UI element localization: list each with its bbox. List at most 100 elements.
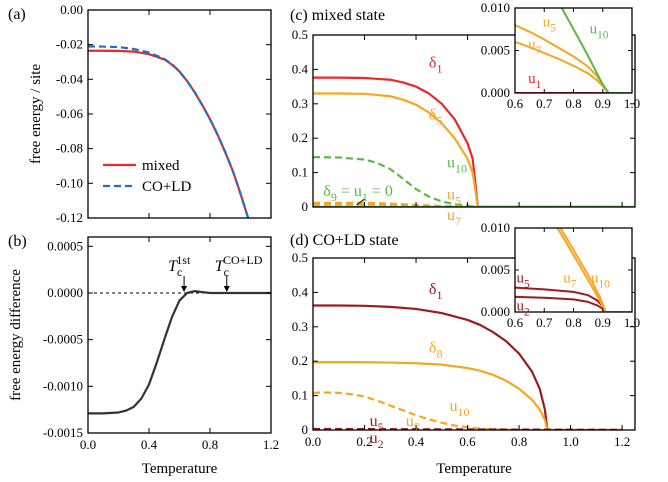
series-label-main: u bbox=[447, 207, 455, 224]
y-tick-label: 0.0000 bbox=[47, 285, 83, 300]
y-tick-label: 0.2 bbox=[292, 130, 308, 145]
inset-series-group bbox=[515, 8, 632, 93]
y-tick-label: 0.010 bbox=[481, 0, 510, 15]
zero-note-sub: 9 bbox=[331, 190, 337, 204]
series-label-sub: 2 bbox=[378, 437, 384, 451]
x-tick-label: 0.8 bbox=[202, 437, 218, 452]
series-δ1 bbox=[313, 304, 623, 430]
tc-label: Tc1st bbox=[168, 253, 191, 279]
y-tick-label: -0.12 bbox=[56, 210, 83, 225]
series-label: u5 bbox=[543, 15, 557, 35]
series-label-main: u bbox=[563, 271, 571, 287]
zero-note-text: = 0 bbox=[368, 183, 393, 200]
y-tick-label: -0.0015 bbox=[43, 425, 83, 440]
x-tick-label: 0.0 bbox=[80, 437, 96, 452]
panel-b-free-energy-difference: 0.0 0.4 0.8 1.2 0.0005 0.0000 -0.0005 -0.0010 -0… bbox=[8, 233, 279, 477]
series-label-sub: 7 bbox=[536, 45, 542, 57]
y-tick-label: 0.005 bbox=[481, 262, 510, 277]
series-label: δ1 bbox=[429, 281, 443, 302]
x-tick-label: 0.9 bbox=[595, 315, 611, 330]
panel-label: (b) bbox=[8, 233, 27, 250]
y-tick-label: 0.1 bbox=[292, 165, 308, 180]
series-label-main: u bbox=[450, 398, 458, 415]
series-label-sub: 7 bbox=[455, 214, 461, 228]
x-tick-label: 0.6 bbox=[459, 434, 476, 449]
series-label-sub: 1 bbox=[436, 288, 442, 302]
series-label: u7 bbox=[447, 207, 461, 228]
x-tick-label: 0.2 bbox=[356, 434, 372, 449]
x-tick-label: 0.6 bbox=[507, 96, 524, 111]
series-label-sub: 1 bbox=[436, 62, 442, 76]
panel-d-co-ld-state: 0.0 0.2 0.4 0.6 0.8 1.0 1.2 0 0.1 0.2 0.3 0.4 0.5(d)… bbox=[290, 220, 640, 477]
series-label: u10 bbox=[590, 22, 609, 42]
x-tick-label: 0.7 bbox=[536, 315, 553, 330]
y-tick-label: -0.0010 bbox=[43, 378, 83, 393]
panel-title: (c) mixed state bbox=[290, 7, 385, 24]
panel-c-mixed-state: 00.10.20.30.40.5(c) mixed stateδ1δ5u10u5… bbox=[290, 0, 640, 228]
series-u10 bbox=[559, 228, 632, 312]
tc-label-sub: c bbox=[177, 265, 182, 279]
series-label-main: u bbox=[370, 430, 378, 447]
series-label-main: u bbox=[406, 413, 414, 430]
zero-note-sub: 1 bbox=[362, 190, 368, 204]
series-label-sub: 10 bbox=[455, 161, 467, 175]
series-label-main: δ bbox=[429, 281, 437, 298]
x-tick-label: 1.0 bbox=[624, 315, 640, 330]
series-label-main: u bbox=[516, 298, 524, 314]
x-tick-label: 0.4 bbox=[141, 437, 158, 452]
series-group bbox=[313, 76, 635, 207]
y-tick-label: 0.4 bbox=[292, 61, 309, 76]
series-label-sub: 5 bbox=[455, 193, 461, 207]
tc-label-main: T bbox=[215, 258, 225, 275]
x-tick-label: 1.0 bbox=[562, 434, 578, 449]
series-CO+LD bbox=[88, 45, 250, 218]
series-label-sub: 1 bbox=[536, 79, 542, 91]
panel-label: (d) bbox=[290, 232, 309, 249]
series-u10 bbox=[560, 8, 632, 93]
x-axis-label: Temperature bbox=[436, 461, 512, 477]
y-tick-label: 0 bbox=[302, 199, 309, 214]
series-label-sub: 8 bbox=[436, 347, 442, 361]
y-axis-label: free energy / site bbox=[28, 64, 44, 164]
series-u7 bbox=[556, 228, 632, 312]
tc-label-sup: CO+LD bbox=[223, 253, 263, 267]
series-label-main: δ bbox=[429, 340, 437, 357]
series-label-main: u bbox=[528, 37, 536, 53]
series-label-main: u bbox=[447, 154, 455, 171]
series-label-sub: 10 bbox=[458, 405, 470, 419]
series-label-sub: 5 bbox=[524, 279, 530, 291]
series-label: u7 bbox=[406, 413, 420, 434]
legend-label: CO+LD bbox=[142, 179, 191, 195]
y-tick-label: 0.4 bbox=[292, 284, 309, 299]
series-line bbox=[88, 290, 271, 415]
y-tick-label: -0.10 bbox=[56, 175, 83, 190]
inset-background bbox=[515, 8, 632, 93]
y-tick-label: 0.005 bbox=[481, 43, 510, 58]
zero-note-text: δ bbox=[323, 183, 331, 200]
panel-label: (a) bbox=[8, 6, 26, 23]
series-label: u10 bbox=[447, 154, 467, 175]
series-label-sub: 10 bbox=[599, 279, 611, 291]
series-label: u2 bbox=[516, 298, 529, 318]
series-label-sub: 10 bbox=[597, 30, 609, 42]
y-tick-label: 0 bbox=[302, 422, 309, 437]
series-label-main: u bbox=[528, 71, 536, 87]
series-label-sub: 5 bbox=[436, 113, 442, 127]
series-label-sub: 7 bbox=[571, 279, 577, 291]
series-label-main: u bbox=[447, 186, 455, 203]
plot-frame bbox=[87, 236, 272, 434]
zero-note-text: = u bbox=[337, 183, 362, 200]
panel-title: (d) CO+LD state bbox=[290, 232, 399, 249]
series-label-main: u bbox=[591, 271, 599, 287]
series-δ8 bbox=[313, 361, 623, 430]
series-label: δ1 bbox=[429, 55, 443, 76]
y-tick-label: 0.5 bbox=[292, 250, 308, 265]
legend-label: mixed bbox=[142, 158, 180, 174]
x-tick-label: 1.2 bbox=[614, 434, 630, 449]
y-tick-label: -0.02 bbox=[56, 37, 83, 52]
x-tick-label: 0.8 bbox=[511, 434, 527, 449]
legend: mixed CO+LD bbox=[103, 158, 191, 195]
tc-label-sup: 1st bbox=[176, 253, 191, 267]
series-label-main: u bbox=[543, 15, 551, 31]
